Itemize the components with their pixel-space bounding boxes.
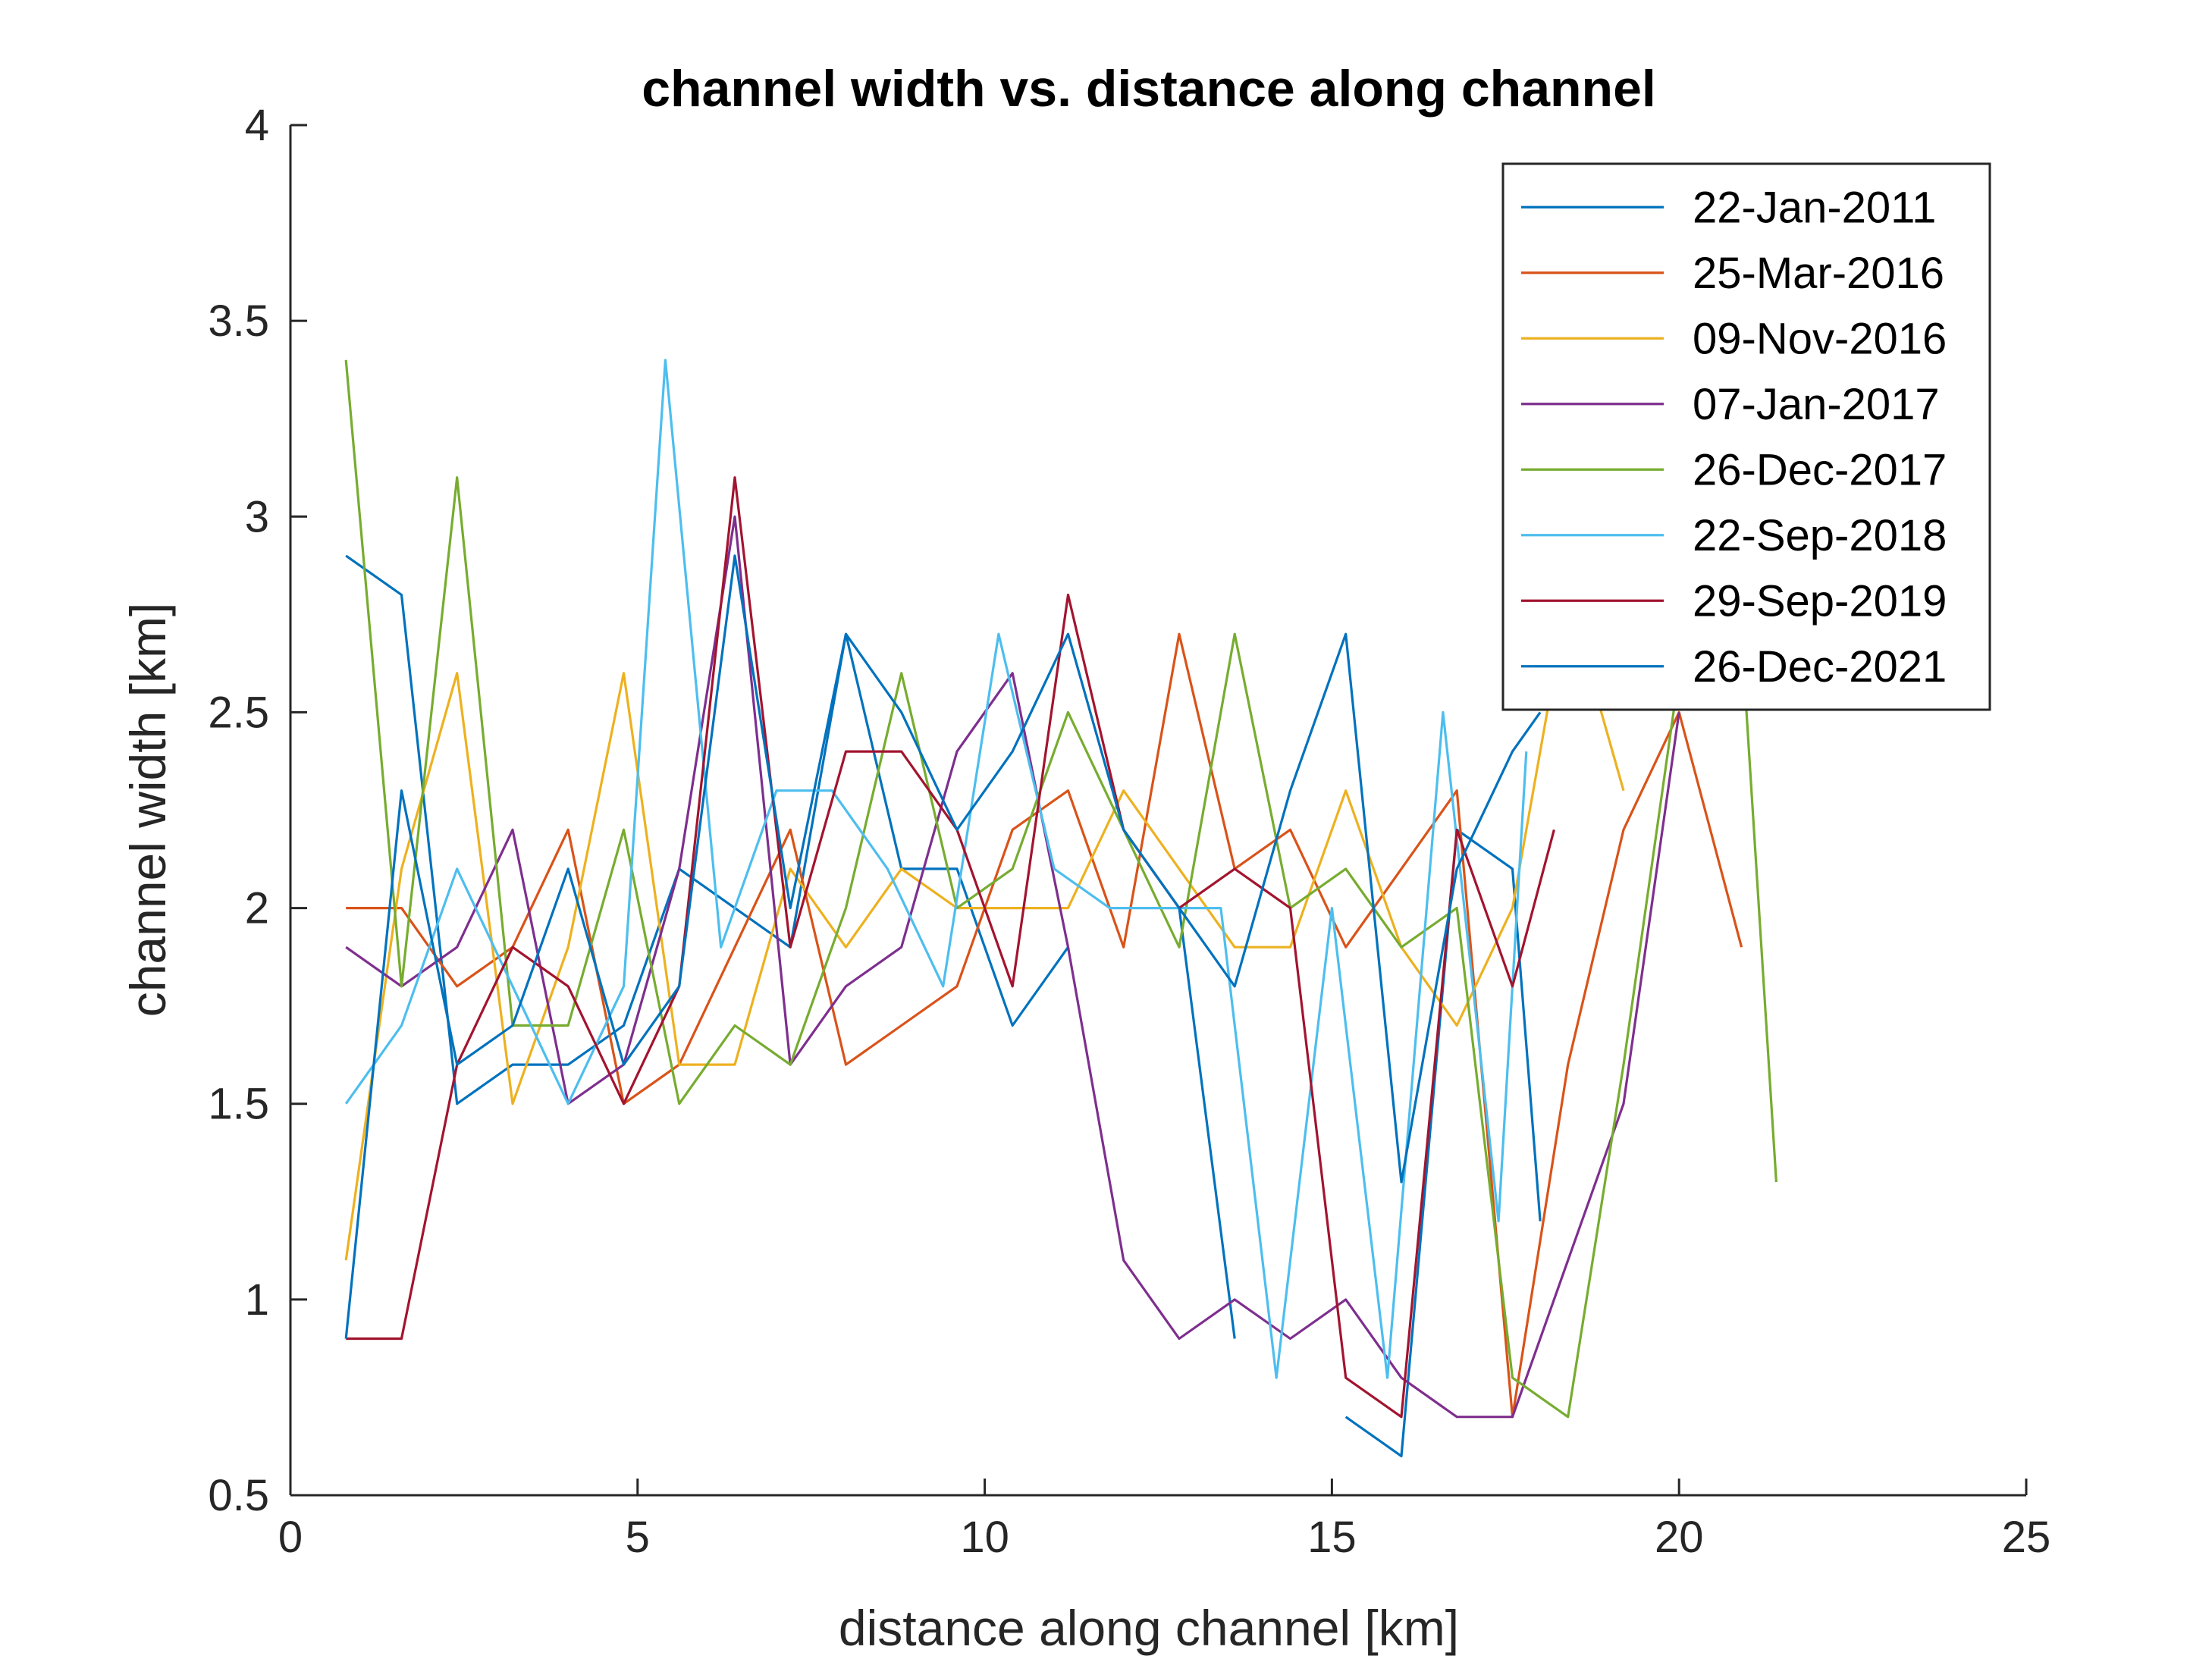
series-layer bbox=[344, 359, 1777, 1457]
legend-box bbox=[1501, 162, 1991, 711]
chart-title: channel width vs. distance along channel bbox=[642, 60, 1656, 118]
y-tick-label: 1.5 bbox=[208, 1080, 269, 1129]
legend-entry-label: 07-Jan-2017 bbox=[1693, 380, 1940, 429]
y-tick-label: 3.5 bbox=[208, 296, 269, 346]
x-tick-label: 15 bbox=[1307, 1513, 1357, 1562]
x-tick-label: 0 bbox=[278, 1513, 303, 1562]
legend: 22-Jan-2011 25-Mar-2016 09-Nov-2016 07-Jan-… bbox=[1501, 162, 1991, 711]
legend-entry-label: 26-Dec-2021 bbox=[1693, 642, 1947, 692]
y-tick-label: 4 bbox=[245, 101, 269, 150]
x-tick-label: 5 bbox=[626, 1513, 650, 1562]
series-line-8 bbox=[344, 554, 1542, 1339]
legend-entry-label: 25-Mar-2016 bbox=[1693, 249, 1944, 298]
y-tick-label: 2.5 bbox=[208, 688, 269, 737]
legend-entry-label: 22-Jan-2011 bbox=[1693, 183, 1936, 232]
x-tick-label: 10 bbox=[960, 1513, 1009, 1562]
x-tick-label: 20 bbox=[1655, 1513, 1704, 1562]
legend-entry-label: 26-Dec-2017 bbox=[1693, 445, 1947, 494]
y-tick-label: 0.5 bbox=[208, 1471, 269, 1520]
y-tick-label: 2 bbox=[245, 884, 269, 933]
legend-entry-label: 29-Sep-2019 bbox=[1693, 576, 1947, 626]
legend-entry-label: 22-Sep-2018 bbox=[1693, 511, 1947, 560]
axes-layer: 0 5 10 15 20 25 0.5 1 1.5 2 2.5 3 3.5 4 bbox=[208, 101, 2050, 1562]
y-tick-label: 1 bbox=[245, 1275, 269, 1325]
x-tick-label: 25 bbox=[2002, 1513, 2051, 1562]
legend-entry-label: 09-Nov-2016 bbox=[1693, 314, 1947, 363]
series-line-5 bbox=[344, 359, 1777, 1419]
y-tick-label: 3 bbox=[245, 492, 269, 541]
series-line-6 bbox=[344, 359, 1528, 1379]
x-axis-label: distance along channel [km] bbox=[839, 1600, 1459, 1656]
y-axis-label: channel width [km] bbox=[120, 603, 176, 1018]
